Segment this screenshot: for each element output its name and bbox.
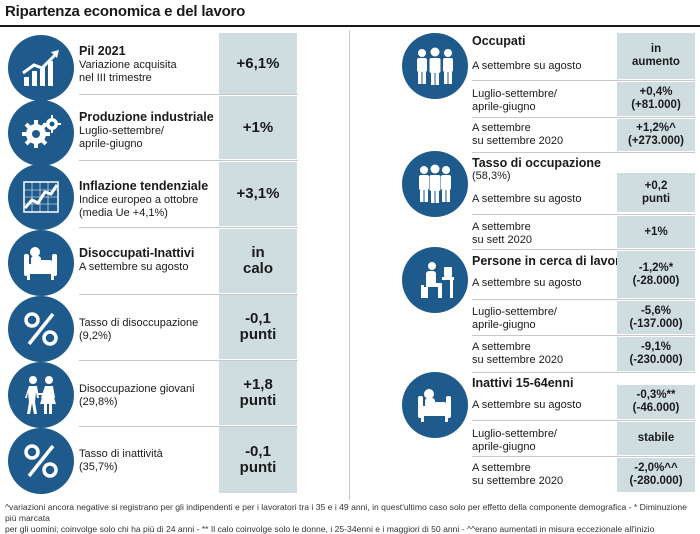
inattivita-text: Tasso di inattività (35,7%) xyxy=(79,448,163,474)
tasso-disoccupazione-sub-1: Tasso di disoccupazione xyxy=(79,317,199,329)
inflazione-value: +3,1% xyxy=(219,162,297,226)
row-divider xyxy=(472,420,695,421)
row-divider xyxy=(79,227,298,228)
occupati-row2-label: Luglio-settembre/aprile-giugno xyxy=(472,88,557,113)
page-title: Ripartenza economica e del lavoro xyxy=(5,3,246,20)
giovani-text: Disoccupazione giovani (29,8%) xyxy=(79,383,195,409)
footnote-line-2: per gli uomini; coinvolge solo chi ha pi… xyxy=(5,524,655,534)
row-divider xyxy=(472,335,695,336)
row-divider xyxy=(79,160,298,161)
person-armchair-icon xyxy=(402,372,468,438)
tasso-occupazione-row2-value: +1% xyxy=(617,216,695,248)
inattivi-row2-label: Luglio-settembre/aprile-giugno xyxy=(472,428,557,453)
pil-sub-2: nel III trimestre xyxy=(79,72,152,84)
inattivi-row3-value: -2,0%^^ (-280.000) xyxy=(617,458,695,492)
inflazione-sub-1: Indice europeo a ottobre xyxy=(79,194,199,206)
footnote-line-1: ^variazioni ancora negative si registran… xyxy=(5,502,687,523)
row-divider xyxy=(472,80,695,81)
row-divider xyxy=(472,249,695,250)
person-armchair-icon xyxy=(8,230,74,296)
pil-sub-1: Variazione acquisita xyxy=(79,59,177,71)
produzione-heading: Produzione industriale xyxy=(79,110,214,124)
tasso-occupazione-heading: Tasso di occupazione xyxy=(472,156,601,170)
column-divider xyxy=(349,30,350,500)
tasso-disoccupazione-value: -0,1 punti xyxy=(219,295,297,359)
persone-row2-value: -5,6% (-137.000) xyxy=(617,301,695,334)
row-divider xyxy=(79,294,298,295)
giovani-value: +1,8 punti xyxy=(219,361,297,425)
row-divider xyxy=(79,426,298,427)
row-divider xyxy=(472,152,695,153)
inflazione-sub-2: (media Ue +4,1%) xyxy=(79,207,168,219)
group-people-icon xyxy=(402,33,468,99)
row-divider xyxy=(472,299,695,300)
inattivita-sub-2: (35,7%) xyxy=(79,461,118,473)
gears-icon xyxy=(8,100,74,166)
tasso-disoccupazione-text: Tasso di disoccupazione (9,2%) xyxy=(79,317,198,343)
line-chart-icon xyxy=(8,164,74,230)
occupati-row2-value: +0,4% (+81.000) xyxy=(617,82,695,116)
footnote: ^variazioni ancora negative si registran… xyxy=(5,502,697,534)
row-divider xyxy=(472,456,695,457)
percent-icon xyxy=(8,428,74,494)
row-divider xyxy=(79,360,298,361)
inattivi-row2-value: stabile xyxy=(617,422,695,455)
tasso-occupazione-row1-value: +0,2 punti xyxy=(617,173,695,212)
disoccupati-heading: Disoccupati-Inattivi xyxy=(79,246,195,260)
disoccupati-value: in calo xyxy=(219,229,297,293)
giovani-sub-1: Disoccupazione giovani xyxy=(79,383,195,395)
inattivi-row3-label: A settembre su settembre 2020 xyxy=(472,462,564,487)
persone-row1-value: -1,2%* (-28.000) xyxy=(617,251,695,298)
inflazione-heading: Inflazione tendenziale xyxy=(79,179,209,193)
walking-couple-icon xyxy=(8,362,74,428)
produzione-value: +1% xyxy=(219,96,297,159)
pil-heading: Pil 2021 xyxy=(79,44,126,58)
persone-row1-label: A settembre su agosto xyxy=(472,277,582,289)
row-divider xyxy=(472,117,695,118)
group-people-icon xyxy=(402,151,468,217)
inattivi-row1-value: -0,3%** (-46.000) xyxy=(617,385,695,419)
growth-chart-icon xyxy=(8,35,74,101)
inattivita-value: -0,1 punti xyxy=(219,427,297,493)
tasso-occupazione-sub: (58,3%) xyxy=(472,170,511,182)
persone-row2-label: Luglio-settembre/aprile-giugno xyxy=(472,306,557,331)
inattivi-heading: Inattivi 15-64enni xyxy=(472,376,574,390)
tasso-occupazione-row1-label: A settembre su agosto xyxy=(472,193,582,205)
pil-text: Pil 2021 Variazione acquisita nel III tr… xyxy=(79,44,177,85)
pil-value: +6,1% xyxy=(219,33,297,94)
row-divider xyxy=(472,372,695,373)
row-divider xyxy=(472,214,695,215)
inattivita-sub-1: Tasso di inattività xyxy=(79,448,163,460)
persone-row3-value: -9,1% (-230.000) xyxy=(617,337,695,371)
giovani-sub-2: (29,8%) xyxy=(79,396,118,408)
percent-icon xyxy=(8,296,74,362)
occupati-row1-value: in aumento xyxy=(617,33,695,79)
inattivi-row1-label: A settembre su agosto xyxy=(472,399,582,411)
occupati-row1-label: A settembre su agosto xyxy=(472,60,582,72)
disoccupati-text: Disoccupati-Inattivi A settembre su agos… xyxy=(79,246,194,274)
title-rule xyxy=(0,25,700,27)
occupati-row3-value: +1,2%^ (+273.000) xyxy=(617,119,695,151)
produzione-sub-2: aprile-giugno xyxy=(79,138,143,150)
produzione-sub-1: Luglio-settembre/ xyxy=(79,125,164,137)
occupati-row3-label: A settembre su settembre 2020 xyxy=(472,122,564,147)
person-desk-icon xyxy=(402,247,468,313)
persone-heading: Persone in cerca di lavoro xyxy=(472,254,628,268)
produzione-text: Produzione industriale Luglio-settembre/… xyxy=(79,110,214,151)
occupati-heading: Occupati xyxy=(472,34,526,48)
inflazione-text: Inflazione tendenziale Indice europeo a … xyxy=(79,179,208,220)
tasso-occupazione-row2-label: A settembre su sett 2020 xyxy=(472,221,532,246)
tasso-disoccupazione-sub-2: (9,2%) xyxy=(79,330,112,342)
row-divider xyxy=(79,94,298,95)
persone-row3-label: A settembre su settembre 2020 xyxy=(472,341,564,366)
disoccupati-sub-1: A settembre su agosto xyxy=(79,261,189,273)
